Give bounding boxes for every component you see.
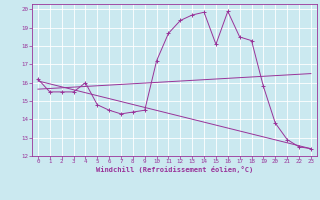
X-axis label: Windchill (Refroidissement éolien,°C): Windchill (Refroidissement éolien,°C) — [96, 166, 253, 173]
